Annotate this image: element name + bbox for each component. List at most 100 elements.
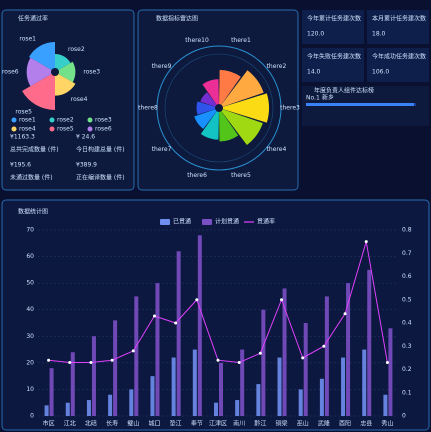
- polar-bar: [219, 69, 241, 105]
- stat-tile: [367, 10, 429, 44]
- polar-label: there10: [185, 37, 209, 44]
- y-tick-label: 0: [30, 413, 34, 420]
- rate-point: [216, 358, 220, 362]
- legend-label: 贯通率: [257, 218, 275, 226]
- bar: [155, 283, 160, 416]
- polar-label: there4: [267, 146, 287, 153]
- x-tick-label: 长寿: [106, 420, 118, 428]
- bar: [324, 296, 329, 416]
- rate-point: [237, 361, 241, 365]
- y2-tick-label: 0.5: [402, 296, 412, 303]
- petal-label: rose4: [71, 96, 88, 103]
- rate-point: [174, 321, 178, 325]
- rate-point: [343, 312, 347, 316]
- bar: [341, 357, 346, 416]
- bar: [86, 400, 91, 416]
- ranking-rank: No.1: [306, 95, 320, 102]
- x-tick-label: 璧山: [127, 420, 139, 428]
- polar-label: there1: [231, 37, 251, 44]
- stat-value: ¥389.9: [76, 162, 97, 169]
- stat-label: 今年累计任务建次数: [307, 15, 361, 23]
- polar-label: there8: [138, 105, 158, 112]
- progress-bar: [306, 103, 414, 106]
- legend-label: rose4: [19, 126, 36, 133]
- polar-label: there7: [152, 146, 172, 153]
- legend-label: 计划贯通: [215, 218, 239, 226]
- rate-point: [322, 344, 326, 348]
- legend-label: rose2: [57, 117, 74, 124]
- legend-swatch: [11, 126, 17, 132]
- bar: [219, 362, 223, 416]
- x-tick-label: 江津区: [209, 421, 227, 428]
- x-tick-label: 市区: [43, 420, 55, 428]
- stat-label: 今年失败任务建次数: [307, 53, 361, 61]
- rose-petal: [29, 42, 55, 70]
- bar: [346, 283, 351, 416]
- polar-label: there6: [187, 172, 207, 179]
- stat-value: ¥195.6: [10, 162, 31, 169]
- y-tick-label: 60: [26, 253, 34, 260]
- bar: [113, 320, 118, 416]
- x-tick-label: 南川: [233, 420, 245, 428]
- rate-point: [280, 298, 284, 302]
- polar-label: there2: [267, 63, 287, 70]
- bar: [383, 394, 388, 416]
- y2-tick-label: 0.3: [402, 343, 412, 350]
- polar-bar: [194, 109, 217, 129]
- panel: [1, 199, 430, 431]
- legend-label: 已贯通: [173, 218, 191, 226]
- y-tick-label: 10: [26, 386, 34, 393]
- legend-label: rose1: [19, 117, 36, 124]
- stat-label: 今日构建总量 (件): [76, 146, 125, 154]
- bar: [256, 384, 261, 416]
- x-tick-label: 酉阳: [339, 420, 351, 428]
- stat-label: 总共完成数量 (件): [10, 146, 59, 154]
- polar-label: there5: [231, 172, 251, 179]
- polar-bar: [200, 111, 219, 140]
- bar: [388, 328, 393, 416]
- stat-label: 本月累计任务建次数: [372, 15, 426, 23]
- legend-swatch: [49, 117, 55, 123]
- stat-tile: [367, 48, 429, 82]
- bar: [192, 349, 197, 416]
- bar: [65, 402, 70, 416]
- bar: [197, 235, 202, 416]
- stat-tile: [302, 10, 364, 44]
- bar: [261, 309, 266, 416]
- bar: [129, 389, 134, 416]
- stat-value: ¥1163.3: [10, 134, 35, 141]
- ranking-name: 新乡: [322, 94, 334, 102]
- rate-point: [89, 361, 93, 365]
- rate-point: [364, 240, 368, 244]
- legend-label: rose5: [57, 126, 74, 133]
- polar-bar: [222, 93, 269, 123]
- polar-bar: [219, 111, 239, 142]
- stat-label: 今年成功任务建次数: [372, 53, 426, 61]
- stat-tile: [302, 48, 364, 82]
- legend-swatch: [87, 126, 93, 132]
- rose-petal: [58, 61, 76, 83]
- bar: [235, 400, 240, 416]
- legend-swatch: [11, 117, 17, 123]
- x-tick-label: 城口: [148, 421, 160, 428]
- legend-swatch: [49, 126, 55, 132]
- rate-point: [195, 298, 199, 302]
- rose-petal: [55, 54, 71, 70]
- bar: [150, 376, 155, 416]
- rate-point: [301, 356, 305, 360]
- bar: [70, 352, 75, 416]
- bar: [171, 357, 176, 416]
- polar-bar: [196, 101, 216, 115]
- y2-tick-label: 0.7: [402, 250, 412, 257]
- rate-point: [68, 361, 72, 365]
- petal-label: rose6: [2, 69, 19, 76]
- x-tick-label: 铜梁: [276, 420, 288, 428]
- rose-petal: [55, 74, 76, 96]
- panel-title: 数据指标雷达图: [156, 15, 198, 23]
- bar: [134, 296, 139, 416]
- petal-label: rose5: [15, 108, 32, 115]
- ranking-title: 年度负责人组件达标榜: [314, 87, 374, 95]
- y2-tick-label: 0.8: [402, 227, 412, 234]
- bar: [49, 368, 54, 416]
- x-tick-label: 武隆: [318, 420, 330, 428]
